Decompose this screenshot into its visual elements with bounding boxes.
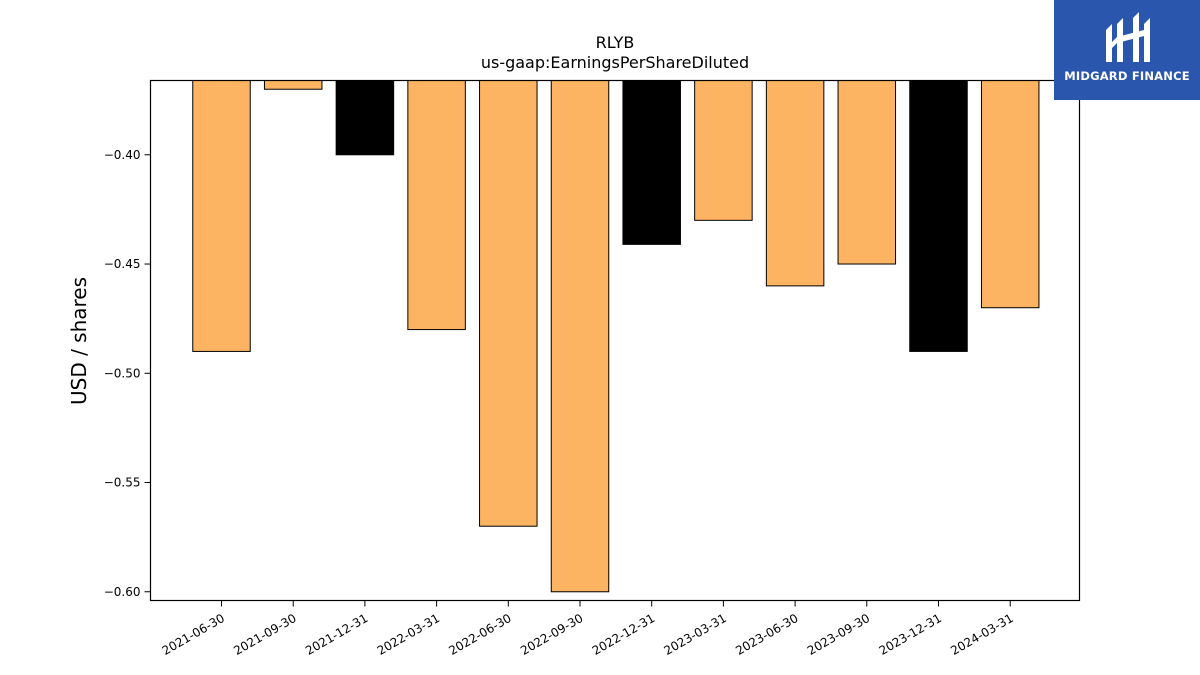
bar-2023-06-30 <box>765 80 825 287</box>
bar-2023-12-31 <box>909 80 968 352</box>
bar-2021-12-31 <box>335 80 395 156</box>
x-tick-label: 2022-06-30 <box>446 611 513 658</box>
x-tick-label: 2023-09-30 <box>805 611 872 658</box>
x-tick-label: 2023-06-30 <box>733 611 800 658</box>
bar-2021-06-30 <box>192 80 251 352</box>
bars-group <box>192 80 1040 593</box>
bar-2023-09-30 <box>837 80 897 265</box>
bar-2023-03-31 <box>694 80 753 221</box>
x-tick-label: 2024-03-31 <box>948 611 1015 658</box>
x-tick-label: 2021-09-30 <box>231 611 298 658</box>
y-axis-label: USD / shares <box>67 277 91 405</box>
bar-2022-12-31 <box>622 80 681 245</box>
brand-name: MIDGARD FINANCE <box>1064 69 1190 83</box>
y-tick-label: −0.50 <box>104 366 141 380</box>
bar-2021-09-30 <box>263 80 323 90</box>
chart-title: RLYB <box>596 33 635 52</box>
chart-subtitle: us-gaap:EarningsPerShareDiluted <box>481 53 749 72</box>
y-tick-label: −0.40 <box>104 148 141 162</box>
y-ticks-group: −0.40 −0.45 −0.50 −0.55 −0.60 <box>104 148 151 599</box>
midgard-logo-icon <box>1106 12 1150 62</box>
bar-2024-03-31 <box>980 80 1040 309</box>
plot-frame <box>149 79 1081 602</box>
y-tick-label: −0.55 <box>104 476 141 490</box>
x-ticks-group: 2021-06-30 2021-09-30 2021-12-31 2022-03-31… <box>160 600 1016 658</box>
bar-2022-06-30 <box>479 80 538 527</box>
brand-logo: MIDGARD FINANCE <box>1054 0 1200 100</box>
bar-2022-09-30 <box>550 80 610 593</box>
x-tick-label: 2023-12-31 <box>877 611 944 658</box>
x-tick-label: 2022-09-30 <box>518 611 585 658</box>
x-tick-label: 2022-03-31 <box>375 611 442 658</box>
bar-2022-03-31 <box>407 80 466 331</box>
x-tick-label: 2021-06-30 <box>160 611 227 658</box>
x-tick-label: 2023-03-31 <box>661 611 728 658</box>
x-tick-label: 2021-12-31 <box>303 611 370 658</box>
y-tick-label: −0.60 <box>104 585 141 599</box>
x-tick-label: 2022-12-31 <box>590 611 657 658</box>
y-tick-label: −0.45 <box>104 257 141 271</box>
